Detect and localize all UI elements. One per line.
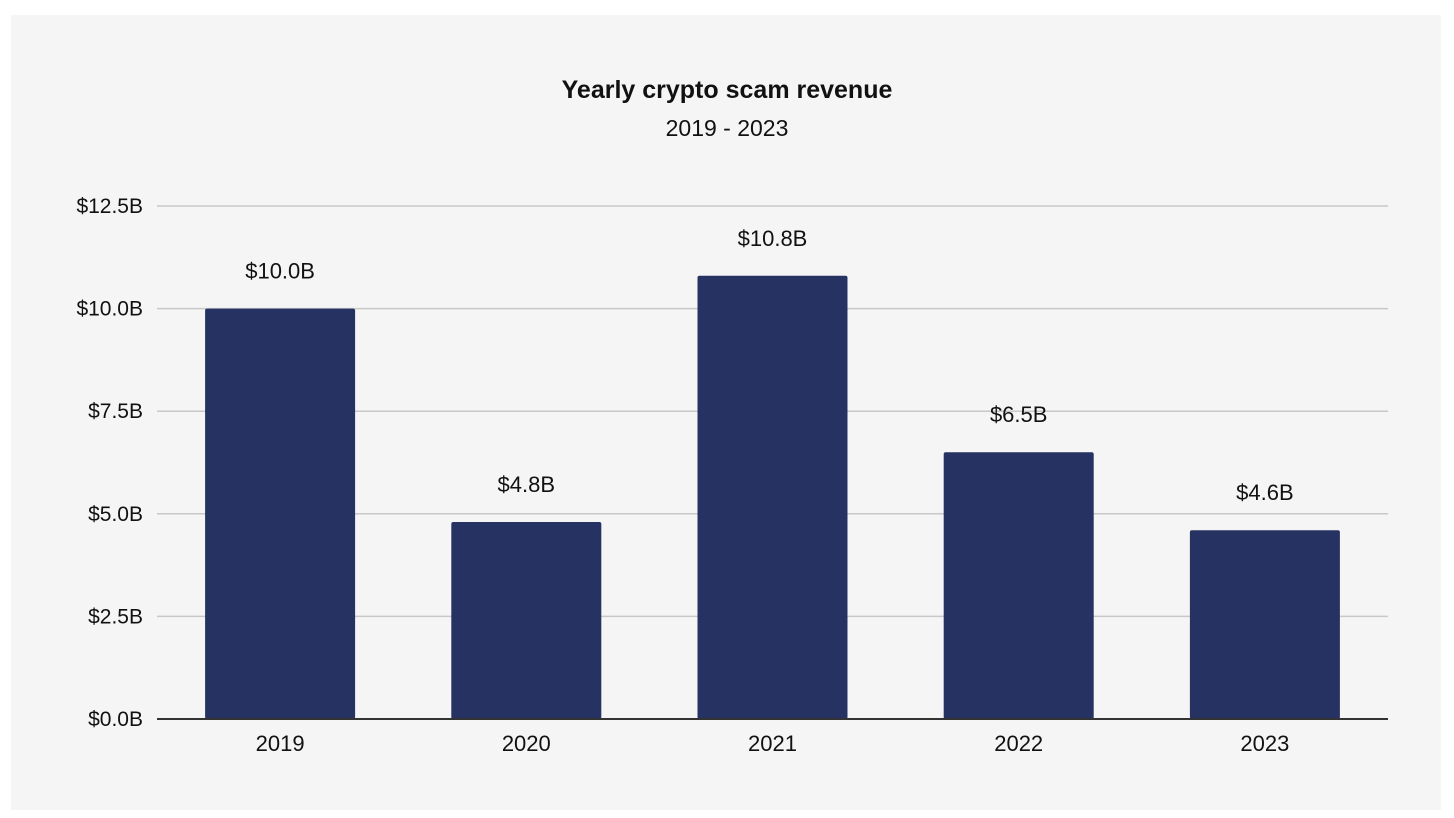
y-tick-label: $7.5B — [88, 400, 143, 423]
y-tick-label: $12.5B — [76, 195, 143, 218]
x-tick-label: 2019 — [256, 731, 305, 756]
x-tick-label: 2020 — [502, 731, 551, 756]
y-tick-label: $2.5B — [88, 605, 143, 628]
chart-subtitle: 2019 - 2023 — [665, 115, 789, 141]
x-tick-label: 2023 — [1240, 731, 1289, 756]
data-label: $6.5B — [990, 402, 1048, 427]
y-tick-label: $10.0B — [76, 298, 143, 321]
x-tick-label: 2021 — [748, 731, 797, 756]
data-label: $10.8B — [738, 226, 808, 251]
chart-title: Yearly crypto scam revenue — [561, 76, 893, 104]
bar — [1189, 530, 1340, 719]
data-label: $4.6B — [1236, 480, 1294, 505]
data-label: $4.8B — [498, 472, 556, 497]
y-tick-label: $5.0B — [88, 503, 143, 526]
bar — [697, 275, 848, 719]
y-tick-label: $0.0B — [88, 708, 143, 731]
bar — [451, 522, 602, 719]
bar — [205, 308, 356, 719]
x-tick-label: 2022 — [994, 731, 1043, 756]
data-label: $10.0B — [245, 259, 315, 284]
bar — [943, 452, 1094, 719]
